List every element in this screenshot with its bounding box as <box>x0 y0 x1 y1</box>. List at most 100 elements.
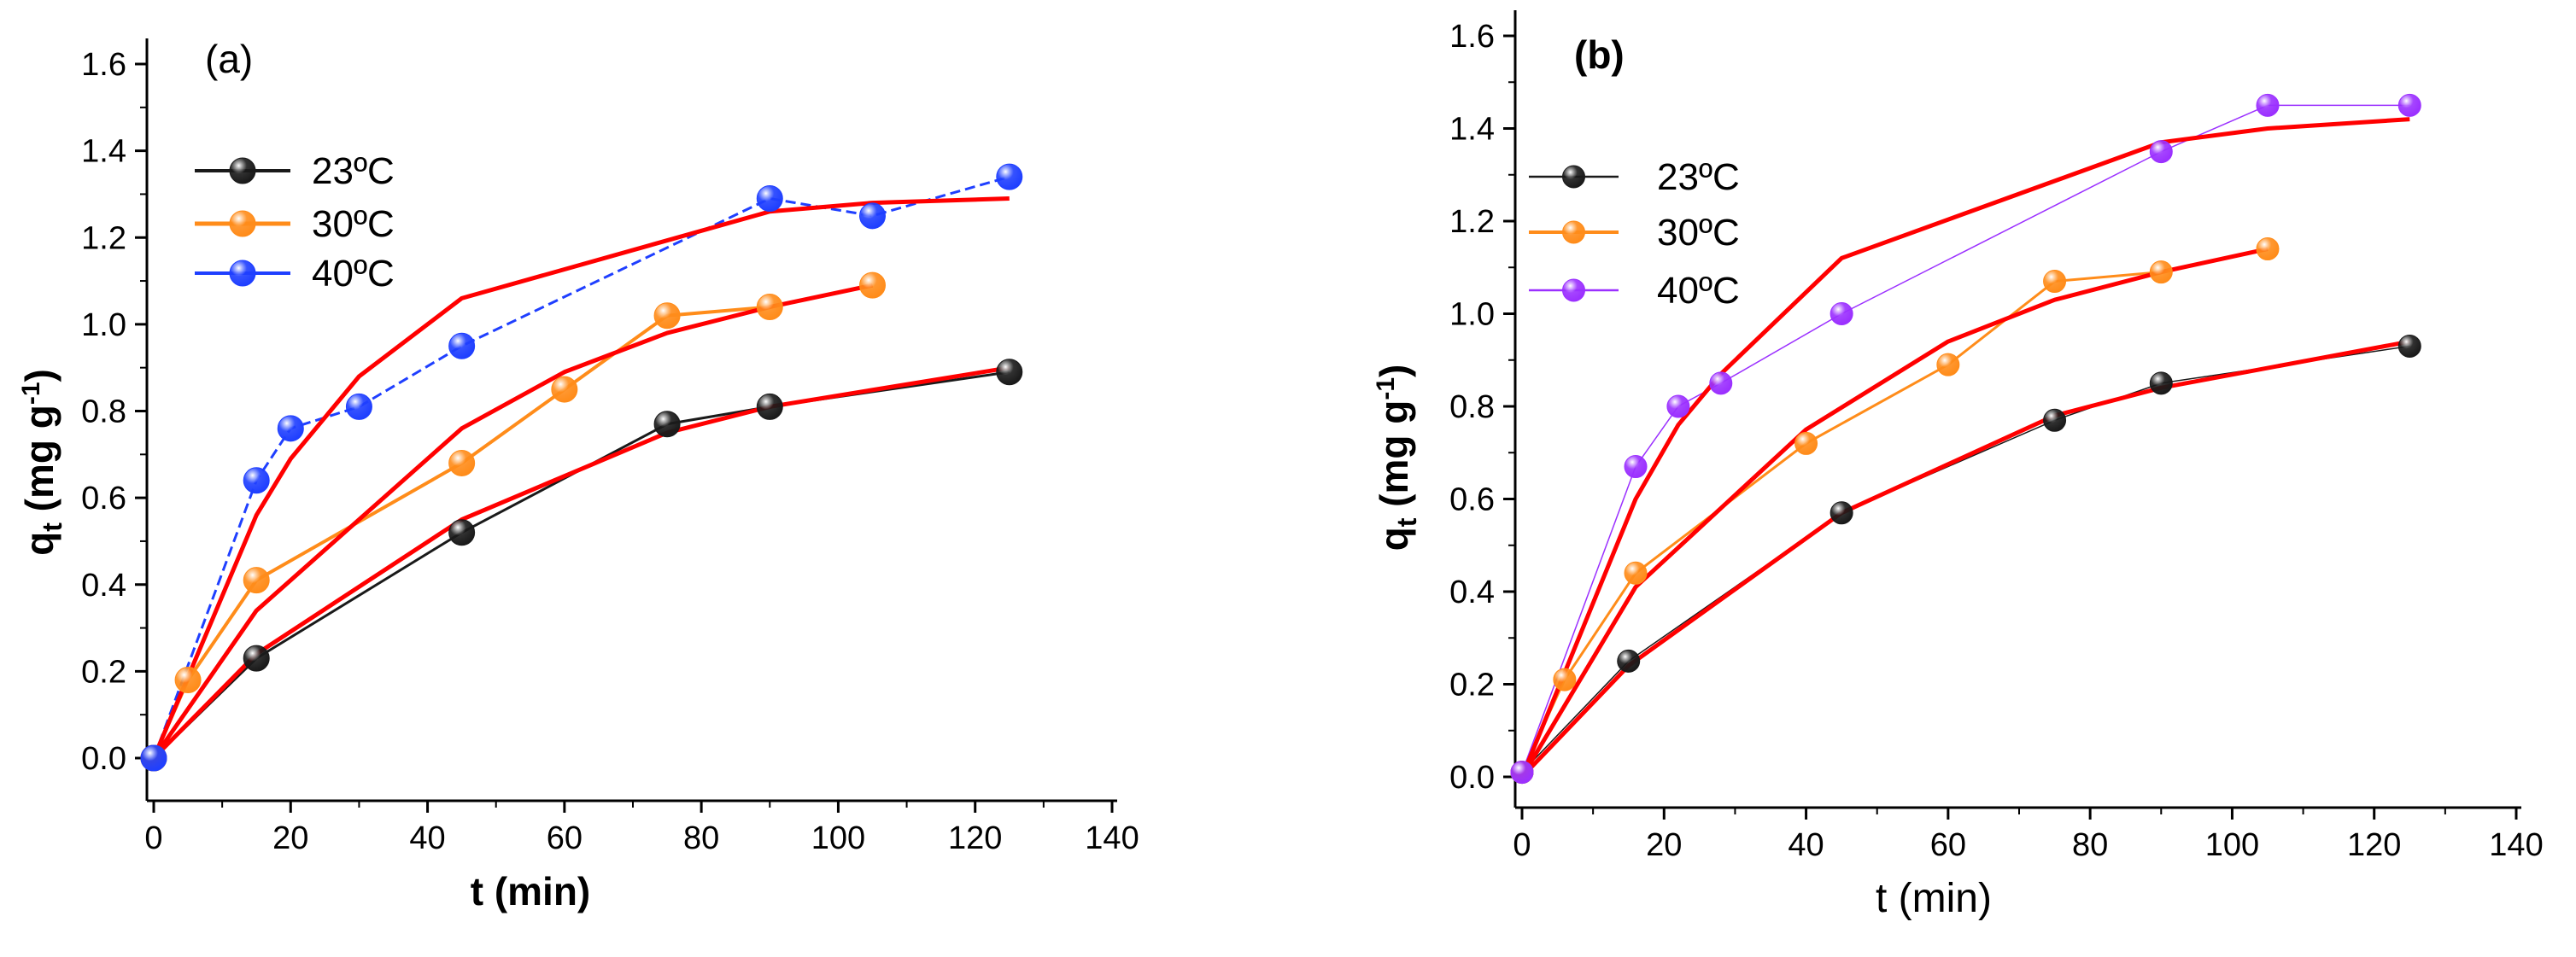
data-point <box>277 415 304 442</box>
x-tick-label: 140 <box>1085 820 1139 856</box>
legend-marker <box>229 210 256 237</box>
x-tick-label: 40 <box>409 820 445 856</box>
data-point <box>551 376 578 403</box>
fit-curve-1 <box>151 283 874 760</box>
x-tick-label: 100 <box>811 820 865 856</box>
x-tick-label: 20 <box>1646 827 1682 863</box>
data-point <box>1794 431 1818 455</box>
series-line-1 <box>1520 248 2269 773</box>
y-tick-label: 1.6 <box>81 47 126 83</box>
data-point <box>1830 302 1853 325</box>
panel-label: (a) <box>205 37 253 81</box>
data-point <box>2149 260 2173 284</box>
data-point <box>2149 140 2173 164</box>
legend-label: 23ºC <box>1657 156 1740 198</box>
data-point <box>1709 371 1733 395</box>
x-tick-label: 80 <box>2072 827 2108 863</box>
x-axis-title: t (min) <box>1876 876 1992 921</box>
x-tick-label: 0 <box>1513 827 1531 863</box>
data-point <box>756 393 783 420</box>
y-tick-label: 0.8 <box>81 394 126 430</box>
data-point <box>653 302 681 330</box>
legend-marker <box>229 260 256 287</box>
x-tick-label: 20 <box>272 820 308 856</box>
legend-label: 30ºC <box>1657 212 1740 254</box>
data-point <box>243 645 270 672</box>
y-axis-title-sub: t <box>37 522 67 532</box>
data-point <box>2256 237 2280 261</box>
panel-label: (b) <box>1574 32 1625 77</box>
x-tick-label: 100 <box>2205 827 2259 863</box>
data-point <box>996 163 1023 190</box>
data-point <box>2256 93 2280 117</box>
x-tick-label: 140 <box>2489 827 2543 863</box>
series-line-2 <box>152 175 1010 759</box>
y-axis-title-sup: -1 <box>17 382 45 405</box>
data-point <box>243 567 270 594</box>
y-axis-title: qt (mg g-1) <box>17 369 67 556</box>
x-tick-label: 40 <box>1788 827 1824 863</box>
data-point <box>1510 761 1534 785</box>
data-point <box>1936 353 1960 376</box>
data-point <box>448 332 476 359</box>
y-axis-title-sup: -1 <box>1372 377 1400 400</box>
data-point <box>996 359 1023 386</box>
y-tick-label: 0.8 <box>1449 389 1495 425</box>
data-point <box>2397 93 2421 117</box>
data-point <box>859 202 886 230</box>
data-point <box>2397 334 2421 358</box>
data-point <box>2043 408 2067 432</box>
data-point <box>1666 394 1690 418</box>
data-point <box>448 449 476 476</box>
panel-b: 0 20 40 60 80 100 120 140 0.0 0.2 0.4 0.6 0.8 1.0 1.2 1… <box>1372 10 2544 921</box>
data-point <box>140 744 167 772</box>
y-axis-title-close: ) <box>17 369 61 382</box>
y-tick-label: 1.4 <box>81 134 126 170</box>
data-point <box>756 185 783 213</box>
y-axis-title-main: q <box>17 532 61 556</box>
data-point <box>1624 455 1648 479</box>
y-axis-title-unit: (mg g <box>1372 400 1416 518</box>
legend-label: 23ºC <box>312 150 395 192</box>
data-point <box>1624 561 1648 585</box>
legend-marker <box>229 157 256 184</box>
series-line-2 <box>1521 104 2410 773</box>
data-point <box>1617 649 1641 673</box>
x-tick-label: 80 <box>683 820 719 856</box>
y-tick-label: 0.2 <box>1449 668 1495 703</box>
x-tick-label: 120 <box>948 820 1002 856</box>
fit-curve-2 <box>151 196 1010 759</box>
legend-label: 40ºC <box>1657 270 1740 312</box>
y-tick-label: 0.0 <box>1449 760 1495 796</box>
legend-label: 40ºC <box>312 253 395 295</box>
data-point <box>756 294 783 321</box>
y-axis-title-close: ) <box>1372 365 1416 377</box>
legend-marker <box>1562 165 1585 189</box>
fit-curve-2 <box>1519 117 2410 778</box>
y-tick-label: 0.4 <box>1449 575 1495 610</box>
y-tick-label: 1.6 <box>1449 19 1495 55</box>
data-point <box>2149 371 2173 395</box>
y-tick-label: 0.6 <box>1449 482 1495 518</box>
x-tick-label: 120 <box>2347 827 2401 863</box>
data-point <box>859 271 886 299</box>
fit-curve-0 <box>152 365 1010 760</box>
data-point <box>243 467 270 494</box>
data-point <box>2043 270 2067 294</box>
legend-label: 30ºC <box>312 203 395 245</box>
y-tick-label: 1.2 <box>81 220 126 256</box>
y-axis-title-sub: t <box>1391 517 1422 527</box>
y-axis-title-unit: (mg g <box>17 405 61 522</box>
x-axis-title: t (min) <box>471 869 591 913</box>
x-tick-label: 60 <box>1930 827 1966 863</box>
y-tick-label: 1.0 <box>81 307 126 343</box>
series-line-1 <box>152 283 873 759</box>
y-axis-title-main: q <box>1372 527 1416 551</box>
y-tick-label: 0.6 <box>81 481 126 516</box>
data-point <box>653 411 681 438</box>
x-tick-label: 0 <box>144 820 162 856</box>
y-tick-label: 1.2 <box>1449 204 1495 240</box>
data-point <box>1553 668 1577 691</box>
y-tick-label: 0.0 <box>81 741 126 777</box>
